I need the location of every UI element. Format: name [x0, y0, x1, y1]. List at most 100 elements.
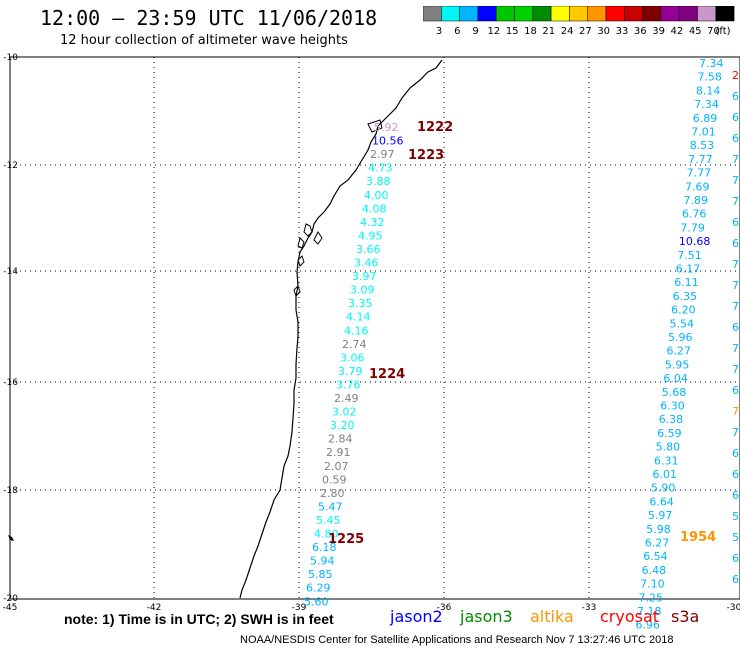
wave-height-label: 6.54	[643, 550, 668, 563]
wave-height-label: 5.97	[648, 509, 673, 522]
wave-height-label: 5.	[732, 531, 740, 544]
wave-height-label: 7.6	[732, 405, 740, 418]
wave-height-label: 5.98	[646, 523, 671, 536]
wave-height-label: 0.59	[322, 473, 347, 486]
satellite-track-1222-1225: 5.9210.562.974.733.884.004.084.324.953.6…	[304, 121, 404, 608]
wave-height-label: 6.20	[671, 304, 696, 317]
lon-tick-label: -45	[3, 603, 18, 613]
wave-height-label: 10.68	[679, 235, 711, 248]
wave-height-label: 6.96	[732, 216, 740, 229]
wave-height-label: 7.77	[687, 167, 712, 180]
wave-height-label: 7.58	[697, 71, 722, 84]
lat-tick-label: -14	[3, 267, 18, 277]
pass-number: 1224	[369, 367, 405, 382]
wave-height-label: 4.73	[368, 162, 393, 175]
wave-height-label: 4.08	[362, 202, 387, 215]
legend-swatch	[715, 5, 735, 22]
wave-height-label: 6.96	[635, 619, 660, 632]
wave-height-label: 3.79	[338, 365, 363, 378]
small-island	[8, 535, 14, 541]
wave-height-label: 6.64	[649, 495, 674, 508]
wave-height-label: 6.18	[312, 541, 337, 554]
wave-height-label: 6.27	[666, 345, 691, 358]
wave-height-label: 5.45	[316, 514, 341, 527]
wave-height-label: 3.09	[350, 284, 375, 297]
pass-number: 1222	[417, 120, 453, 135]
wave-height-label: 7.01	[691, 126, 716, 139]
wave-height-label: 6.6	[732, 321, 740, 334]
legend-altika: altika	[530, 607, 574, 626]
legend-label: 3	[435, 26, 443, 37]
wave-height-label: 5.95	[665, 358, 690, 371]
wave-height-label: 2.49	[334, 392, 359, 405]
wave-height-label: 6.38	[659, 413, 684, 426]
wave-height-label: 4.32	[360, 216, 385, 229]
wave-height-label: 3.76	[336, 378, 361, 391]
legend-label: 12	[487, 26, 501, 37]
legend-label: 6	[454, 26, 461, 37]
wave-height-label: 2.74	[342, 338, 367, 351]
pass-number-labels: 1222 1223 1224 1225 1954	[328, 120, 716, 547]
lat-tick-label: -16	[3, 378, 18, 388]
wave-height-label: 6.	[732, 573, 740, 586]
wave-height-label: 6.30	[660, 400, 685, 413]
wave-height-label: 7.69	[685, 180, 710, 193]
legend-label: 15	[505, 26, 519, 37]
color-legend: 3 6 9 12 15 18 21 24 27 30 33 36 39 42 45 70 (ft)	[422, 5, 735, 37]
credit-line: NOAA/NESDIS Center for Satellite Applica…	[240, 634, 674, 646]
wave-height-label: 3.02	[332, 406, 357, 419]
wave-height-label: 3.88	[366, 175, 391, 188]
wave-height-label: 6.	[732, 111, 740, 124]
wave-height-label: 4.14	[346, 311, 371, 324]
coastline	[239, 59, 443, 599]
wave-height-label: 7.4	[732, 426, 740, 439]
wave-height-label: 2.07	[324, 460, 349, 473]
wave-height-label: 3.06	[340, 351, 365, 364]
lon-tick-label: -39	[292, 603, 307, 613]
wave-height-label: 3.97	[352, 270, 377, 283]
axis-labels: -10 -12 -14 -16 -18 -20-45 -42 -39 -36 -33 -30	[3, 53, 740, 613]
wave-height-label: 6.11	[674, 276, 699, 289]
wave-height-label: 4.00	[364, 189, 389, 202]
wave-height-label: 5.94	[310, 555, 335, 568]
wave-height-label: 3.20	[330, 419, 355, 432]
wave-height-label: 8.53	[690, 139, 715, 152]
wave-height-label: 5.	[732, 510, 740, 523]
wave-height-label: 2.80	[320, 487, 345, 500]
lat-tick-label: -10	[3, 53, 18, 63]
wave-height-label: 6.31	[654, 454, 679, 467]
wave-height-label: 7.1	[732, 174, 740, 187]
wave-height-label: 5.85	[308, 568, 333, 581]
wave-height-label: 5.90	[651, 482, 676, 495]
wave-height-label: 5.60	[304, 595, 329, 608]
wave-height-label: 10.56	[372, 135, 404, 148]
wave-height-label: 6.27	[645, 537, 670, 550]
lat-tick-label: -12	[3, 161, 18, 171]
wave-height-label: 6.35	[673, 290, 698, 303]
legend-s3a: s3a	[671, 607, 700, 626]
wave-height-label: 5.54	[670, 317, 695, 330]
wave-height-label: 4.95	[358, 229, 383, 242]
satellite-track-edge: 2 6. 6. 6. 7.6 7.1 7.3 6.96 6.3 7.15 7.13 7.09 6.6 7.…	[732, 69, 740, 586]
legend-label: 70	[707, 26, 720, 37]
wave-height-label: 5.96	[668, 331, 693, 344]
lat-tick-label: -20	[3, 594, 18, 604]
satellite-track-1954: 7.347.588.147.346.897.018.537.777.777.69…	[635, 57, 723, 632]
wave-height-label: 4.16	[344, 324, 369, 337]
footnote: note: 1) Time is in UTC; 2) SWH is in fe…	[64, 611, 334, 627]
map-graticule	[10, 57, 740, 598]
wave-height-label: 7.18	[637, 605, 662, 618]
wave-height-label: 7.70	[732, 342, 740, 355]
lon-tick-label: -42	[147, 603, 162, 613]
wave-height-label: 6.04	[663, 372, 688, 385]
wave-height-label: 7.25	[639, 591, 664, 604]
map-frame	[9, 56, 740, 600]
legend-jason3: jason3	[460, 607, 513, 626]
wave-height-label: 6.5	[732, 489, 740, 502]
wave-height-label: 2.84	[328, 433, 353, 446]
wave-height-label: 8.14	[696, 84, 721, 97]
legend-label: (ft)	[715, 26, 731, 37]
wave-height-label: 3.46	[354, 257, 379, 270]
wave-height-label: 4.80	[314, 528, 339, 541]
